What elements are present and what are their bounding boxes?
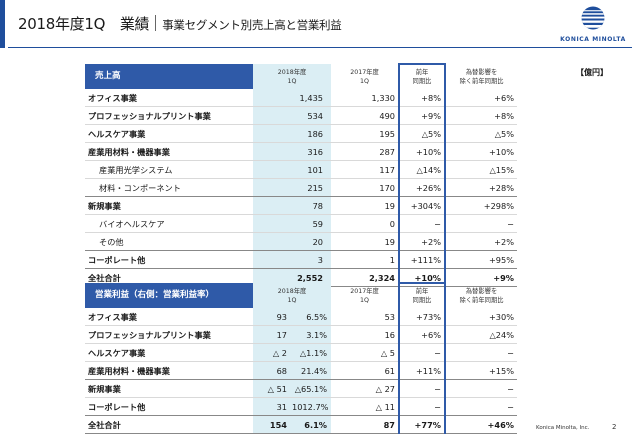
sales-table-title: 売上高 <box>85 64 253 89</box>
profit-table: 営業利益（右側：営業利益率） 2018年度 1Q 2017年度 1Q 前年 同期比 為… <box>85 282 517 434</box>
profit-table-title: 営業利益（右側：営業利益率） <box>85 283 253 308</box>
table-row: ヘルスケア事業 186 195 △5% △5% <box>85 124 517 143</box>
sales-table: 売上高 2018年度 1Q 2017年度 1Q 前年 同期比 為替影響を 除く前年同期比… <box>85 63 517 287</box>
title-underline <box>8 47 632 48</box>
table-row: 産業用光学システム 101 117 △14% △15% <box>85 160 517 179</box>
table-row: コーポレート他 3 1 +111% +95% <box>85 250 517 269</box>
col-header-2017: 2017年度 1Q <box>350 68 379 85</box>
unit-label: 【億円】 <box>576 68 608 77</box>
footer-company: Konica Minolta, Inc. <box>536 425 590 431</box>
table-row: 材料・コンポーネント 215 170 +26% +28% <box>85 178 517 197</box>
table-row: 新規事業 78 19 +304% +298% <box>85 196 517 215</box>
col-header-2017: 2017年度 1Q <box>350 287 379 304</box>
logo-text: KONICA MINOLTA <box>560 36 626 43</box>
title-separator <box>155 15 157 31</box>
col-header-2018: 2018年度 1Q <box>253 283 331 308</box>
globe-logo-icon <box>581 6 605 30</box>
table-row: 産業用材料・機器事業 316 287 +10% +10% <box>85 142 517 161</box>
title-sub: 事業セグメント別売上高と営業利益 <box>162 18 342 32</box>
col-header-2018: 2018年度 1Q <box>253 64 331 89</box>
table-row: 産業用材料・機器事業 68 21.4% 61 +11% +15% <box>85 361 517 380</box>
col-header-fx: 為替影響を 除く前年同期比 <box>459 287 504 304</box>
table-row: 新規事業 △ 51 △65.1% △ 27− − <box>85 379 517 398</box>
table-row: オフィス事業 93 6.5% 53 +73% +30% <box>85 308 517 326</box>
page-number: 2 <box>612 423 617 431</box>
slide-title: 2018年度1Q 業績 事業セグメント別売上高と営業利益 <box>18 13 342 34</box>
table-row: コーポレート他 31 1012.7% △ 11− − <box>85 397 517 416</box>
table-row: バイオヘルスケア 59 0− − <box>85 214 517 233</box>
company-logo: KONICA MINOLTA <box>554 6 632 46</box>
table-row: プロフェッショナルプリント事業 17 3.1% 16 +6% △24% <box>85 325 517 344</box>
table-row: オフィス事業 1,435 1,330 +8% +6% <box>85 89 517 107</box>
table-row: ヘルスケア事業 △ 2 △1.1% △ 5− − <box>85 343 517 362</box>
table-row: プロフェッショナルプリント事業 534 490 +9% +8% <box>85 106 517 125</box>
title-main: 2018年度1Q 業績 <box>18 15 150 33</box>
title-accent-bar <box>0 0 5 48</box>
table-row: その他 20 19 +2% +2% <box>85 232 517 251</box>
sales-header-row: 売上高 2018年度 1Q 2017年度 1Q 前年 同期比 為替影響を 除く前年同期比 <box>85 63 517 89</box>
table-row-total: 全社合計 154 6.1% 87 +77% +46% <box>85 415 517 434</box>
col-header-yoy: 前年 同期比 <box>398 282 446 308</box>
col-header-fx: 為替影響を 除く前年同期比 <box>459 68 504 85</box>
col-header-yoy: 前年 同期比 <box>398 63 446 89</box>
profit-header-row: 営業利益（右側：営業利益率） 2018年度 1Q 2017年度 1Q 前年 同期比 為… <box>85 282 517 308</box>
